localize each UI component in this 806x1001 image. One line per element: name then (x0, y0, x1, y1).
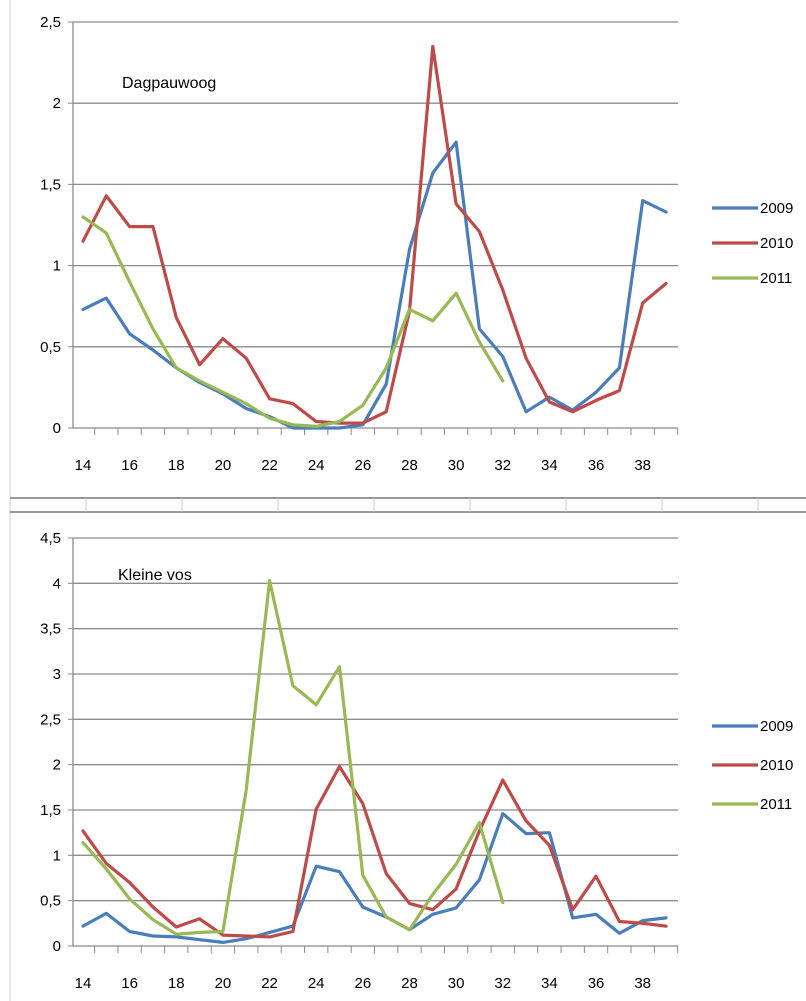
x-tick-label: 26 (354, 975, 371, 992)
x-tick-label: 24 (308, 457, 325, 474)
x-tick-marks (94, 946, 679, 953)
legend-label-2009: 2009 (760, 718, 793, 735)
y-tick-label: 0 (53, 938, 61, 955)
gridlines (68, 537, 678, 947)
x-tick-label: 22 (261, 457, 278, 474)
legend: 2009 2010 2011 (712, 718, 793, 813)
x-tick-marks (94, 428, 679, 435)
x-tick-label: 34 (541, 975, 558, 992)
x-tick-label: 18 (168, 975, 185, 992)
series-line-2010 (81, 764, 668, 939)
x-tick-label: 34 (541, 457, 558, 474)
y-tick-label: 3 (53, 666, 61, 683)
x-tick-label: 20 (215, 975, 232, 992)
y-tick-label: 3,5 (40, 621, 61, 638)
y-tick-label: 0,5 (40, 893, 61, 910)
x-tick-label: 36 (588, 975, 605, 992)
x-tick-label: 16 (121, 457, 138, 474)
x-tick-label: 14 (75, 457, 92, 474)
x-tick-label: 28 (401, 457, 418, 474)
y-tick-label: 0 (53, 420, 61, 437)
y-tick-label: 2,5 (40, 711, 61, 728)
x-tick-label: 22 (261, 975, 278, 992)
x-tick-label: 20 (215, 457, 232, 474)
x-tick-label: 32 (494, 457, 511, 474)
x-tick-label: 26 (354, 457, 371, 474)
y-tick-label: 1 (53, 847, 61, 864)
x-tick-label: 18 (168, 457, 185, 474)
chart-title: Kleine vos (118, 567, 192, 584)
legend-label-2010: 2010 (760, 235, 793, 252)
chart-dagpauwoog: 0 0,5 1 1,5 2 2,5 14 16 18 20 22 24 26 28 30 32 34 36 38 Da… (40, 14, 793, 474)
x-tick-label: 30 (448, 457, 465, 474)
y-tick-label: 1,5 (40, 176, 61, 193)
x-tick-label: 32 (494, 975, 511, 992)
series-line-2011 (81, 215, 505, 428)
x-tick-label: 28 (401, 975, 418, 992)
x-tick-label: 36 (588, 457, 605, 474)
y-tick-label: 2 (53, 95, 61, 112)
legend-label-2011: 2011 (760, 270, 792, 287)
separator-ticks (85, 498, 759, 512)
chart-kleine-vos: 0 0,5 1 1,5 2 2,5 3 3,5 4 4,5 14 16 18 20 22 24 26 28 30 32… (40, 530, 793, 992)
x-tick-label: 14 (75, 975, 92, 992)
y-tick-label: 1 (53, 258, 61, 275)
series-line-2011 (81, 579, 505, 936)
legend-label-2009: 2009 (760, 200, 793, 217)
y-tick-label: 4,5 (40, 530, 61, 547)
chart-title: Dagpauwoog (122, 75, 216, 92)
series-line-2010 (81, 44, 668, 425)
y-tick-label: 0,5 (40, 339, 61, 356)
x-tick-label: 38 (634, 457, 651, 474)
x-tick-label: 16 (121, 975, 138, 992)
gridlines (68, 21, 678, 429)
x-tick-label: 30 (448, 975, 465, 992)
x-tick-label: 38 (634, 975, 651, 992)
y-tick-label: 2,5 (40, 14, 61, 31)
legend: 2009 2010 2011 (712, 200, 793, 287)
series-line-2009 (81, 812, 668, 944)
y-tick-label: 2 (53, 757, 61, 774)
legend-label-2010: 2010 (760, 757, 793, 774)
y-tick-label: 4 (53, 575, 61, 592)
y-tick-label: 1,5 (40, 802, 61, 819)
legend-label-2011: 2011 (760, 796, 792, 813)
x-tick-label: 24 (308, 975, 325, 992)
